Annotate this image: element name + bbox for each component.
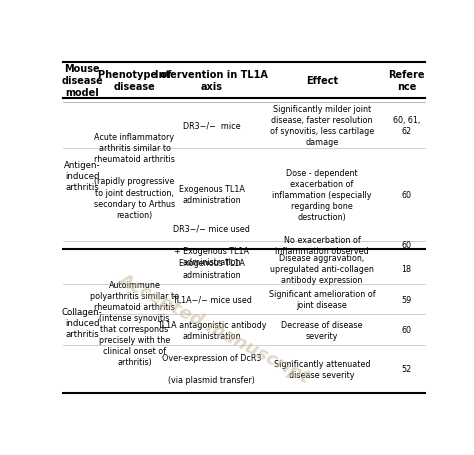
- Text: Acute inflammatory
arthritis similar to
rheumatoid arthritis

(rapidly progressi: Acute inflammatory arthritis similar to …: [94, 133, 175, 219]
- Text: Significant amelioration of
joint disease: Significant amelioration of joint diseas…: [269, 289, 375, 309]
- Text: Intervention in TL1A
axis: Intervention in TL1A axis: [155, 70, 268, 92]
- Text: No exacerbation of
inflammation observed: No exacerbation of inflammation observed: [275, 235, 369, 255]
- Text: Dose - dependent
exacerbation of
inflammation (especially
regarding bone
destruc: Dose - dependent exacerbation of inflamm…: [272, 168, 372, 222]
- Text: Significantly attenuated
disease severity: Significantly attenuated disease severit…: [273, 359, 370, 379]
- Text: 59: 59: [401, 295, 411, 304]
- Text: 60, 61,
62: 60, 61, 62: [393, 116, 420, 136]
- Text: 18: 18: [401, 264, 411, 273]
- Text: DR3−/−  mice: DR3−/− mice: [183, 121, 240, 131]
- Text: Over-expression of DcR3

(via plasmid transfer): Over-expression of DcR3 (via plasmid tra…: [162, 354, 261, 384]
- Text: 52: 52: [401, 364, 411, 374]
- Text: Phenotype of
disease: Phenotype of disease: [98, 70, 171, 92]
- Text: 60: 60: [401, 241, 411, 249]
- Text: Exogenous TL1A
administration: Exogenous TL1A administration: [179, 259, 245, 279]
- Text: 60: 60: [401, 326, 411, 334]
- Text: 60: 60: [401, 191, 411, 199]
- Text: Exogenous TL1A
administration: Exogenous TL1A administration: [179, 185, 245, 205]
- Text: TL1A antagonistic antibody
administration: TL1A antagonistic antibody administratio…: [157, 320, 266, 340]
- Text: TL1A−/− mice used: TL1A−/− mice used: [172, 295, 252, 304]
- Text: Antigen-
induced
arthritis: Antigen- induced arthritis: [64, 161, 100, 192]
- Text: Decrease of disease
severity: Decrease of disease severity: [281, 320, 363, 340]
- Text: Refere
nce: Refere nce: [388, 70, 425, 92]
- Text: Autoimmune
polyarthritis similar to
rheumatoid arthritis
(intense synovitis
that: Autoimmune polyarthritis similar to rheu…: [90, 280, 179, 366]
- Text: DR3−/− mice used

+ Exogenous TL1A
administration: DR3−/− mice used + Exogenous TL1A admini…: [173, 224, 250, 266]
- Text: Significantly milder joint
disease, faster resolution
of synovitis, less cartila: Significantly milder joint disease, fast…: [270, 105, 374, 147]
- Text: Disease aggravation,
upregulated anti-collagen
antibody expression: Disease aggravation, upregulated anti-co…: [270, 253, 374, 284]
- Text: Effect: Effect: [306, 76, 338, 86]
- Text: Mouse
disease
model: Mouse disease model: [61, 64, 103, 98]
- Text: Collagen-
induced
arthritis: Collagen- induced arthritis: [62, 308, 102, 339]
- Text: Accepted manuscript: Accepted manuscript: [115, 270, 312, 386]
